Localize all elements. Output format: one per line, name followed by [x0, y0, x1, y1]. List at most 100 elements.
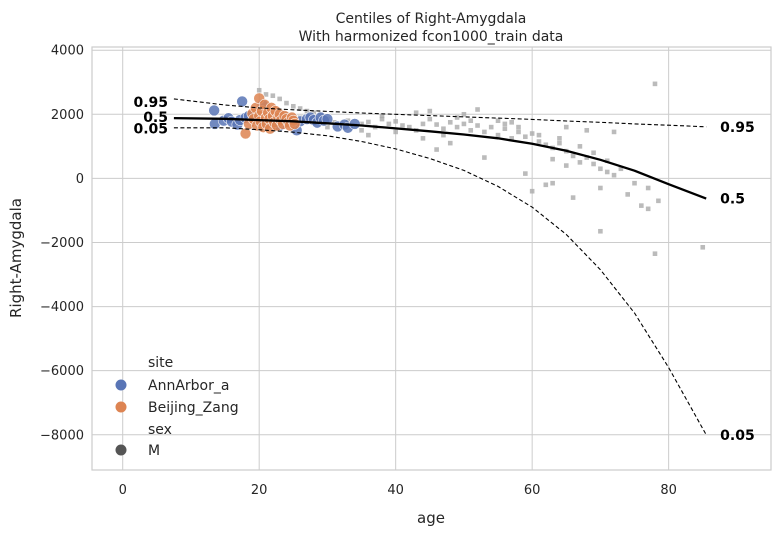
train-point [420, 121, 426, 127]
y-axis-label: Right-Amygdala [7, 198, 25, 318]
legend-entry-annarbor: AnnArbor_a [148, 378, 229, 394]
train-point [277, 96, 282, 102]
train-point [427, 116, 433, 122]
x-tick-label: 40 [387, 483, 404, 498]
train-point [502, 121, 508, 127]
centile-label-left: 0.5 [143, 110, 168, 126]
train-point [563, 163, 569, 168]
train-point [584, 128, 590, 133]
train-point [434, 122, 439, 127]
train-point [263, 92, 269, 97]
train-point [529, 188, 535, 194]
tick-labels: 0 20 40 60 80 4000 2000 0 −2000 −4000 −6000 −8000 [40, 44, 677, 498]
train-point [529, 131, 535, 136]
centile-curve [173, 116, 707, 200]
train-point [311, 110, 317, 115]
train-point [584, 155, 590, 160]
train-points [256, 81, 706, 256]
site-points [208, 92, 361, 140]
train-point [475, 123, 480, 128]
train-point [427, 108, 433, 114]
x-tick-label: 20 [251, 483, 268, 498]
train-point [509, 120, 514, 125]
train-point [325, 124, 330, 130]
legend-entry-beijing: Beijing_Zang [148, 400, 239, 416]
train-point [297, 106, 303, 111]
y-tick-label: −2000 [40, 236, 84, 251]
centile-curve [173, 127, 707, 436]
train-point [577, 160, 583, 165]
train-point [591, 161, 596, 167]
train-point [543, 142, 549, 148]
train-point [256, 87, 262, 93]
train-point [598, 228, 603, 234]
centile-label-left: 0.95 [133, 95, 168, 111]
train-point [591, 150, 596, 156]
y-tick-label: −4000 [40, 300, 84, 315]
train-point [645, 185, 651, 191]
train-point [618, 166, 624, 172]
train-point [536, 132, 542, 138]
train-point [447, 140, 453, 146]
x-tick-label: 60 [524, 483, 541, 498]
site-point [236, 95, 248, 108]
train-point [652, 251, 658, 256]
train-point [393, 119, 398, 124]
train-point [379, 113, 385, 119]
train-point [516, 124, 521, 130]
train-point [502, 126, 508, 132]
train-point [413, 110, 419, 115]
train-point [284, 100, 289, 106]
legend-sex-title: sex [148, 422, 172, 438]
train-point [468, 118, 474, 124]
train-point [611, 129, 617, 135]
train-point [523, 171, 528, 176]
train-point [379, 116, 385, 122]
centile-labels: 0.950.50.05 0.950.50.05 [133, 95, 754, 444]
centile-label-right: 0.95 [720, 120, 755, 136]
train-point [550, 180, 555, 186]
train-point [400, 123, 405, 128]
train-point [516, 129, 521, 135]
train-point [434, 147, 439, 152]
y-tick-label: 0 [76, 172, 84, 187]
train-point [604, 169, 610, 175]
train-point [632, 180, 637, 186]
train-point [625, 192, 630, 197]
plot-frame [91, 46, 772, 471]
train-point [447, 120, 453, 125]
train-point [700, 244, 706, 250]
train-point [461, 121, 467, 127]
train-point [604, 158, 610, 164]
train-point [441, 132, 446, 138]
train-point [557, 140, 562, 146]
train-point [482, 129, 487, 135]
train-point [577, 144, 583, 149]
train-point [420, 136, 426, 141]
train-point [536, 139, 542, 144]
legend-site-title: site [148, 355, 173, 371]
train-point [454, 115, 460, 120]
y-tick-label: 4000 [51, 44, 84, 59]
site-point [288, 118, 301, 130]
train-point [386, 121, 392, 127]
train-point [645, 206, 651, 212]
site-point [208, 104, 220, 117]
y-tick-label: −6000 [40, 364, 84, 379]
centile-label-right: 0.05 [720, 428, 755, 444]
train-point [441, 126, 446, 132]
centile-label-left: 0.05 [133, 121, 168, 137]
train-point [557, 136, 562, 141]
train-point [598, 166, 603, 172]
site-point [321, 113, 334, 125]
train-point [509, 136, 514, 141]
train-point [407, 124, 412, 130]
centile-curve [173, 98, 707, 128]
centile-label-right: 0.5 [720, 192, 745, 208]
train-point [393, 129, 398, 135]
train-point [291, 103, 296, 109]
train-point [570, 195, 576, 200]
train-point [495, 132, 501, 138]
y-tick-label: 2000 [51, 108, 84, 123]
